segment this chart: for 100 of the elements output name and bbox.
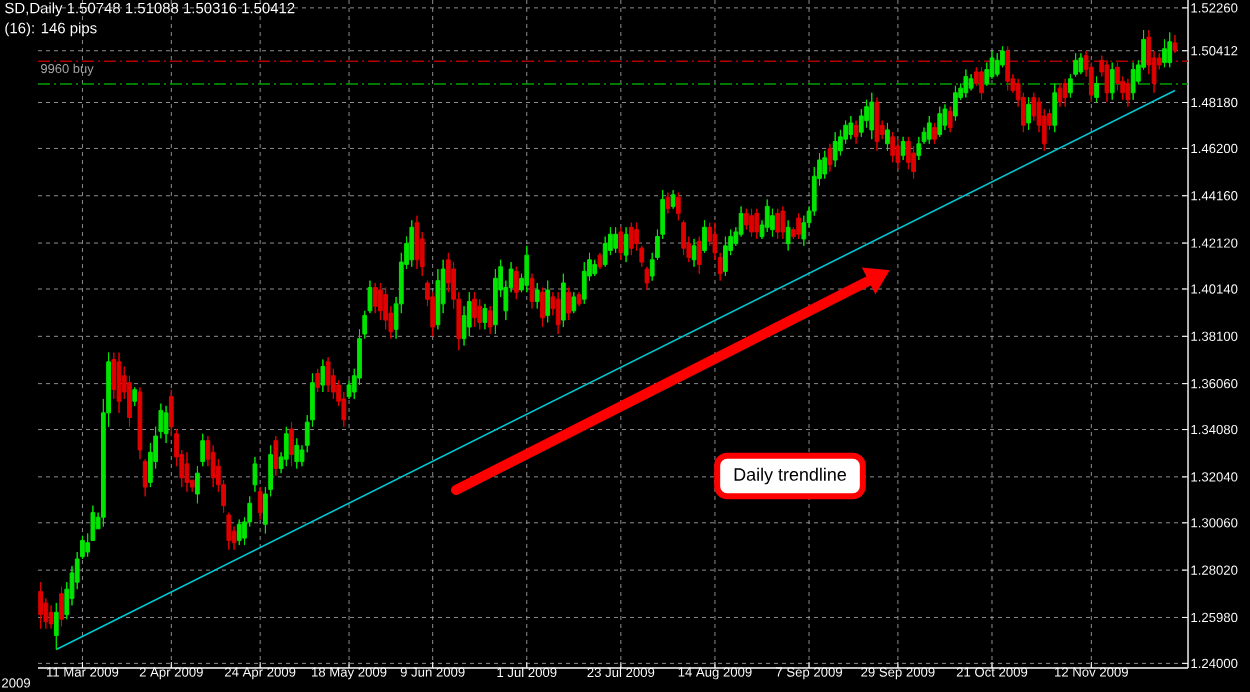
candlestick bbox=[576, 291, 582, 307]
candlestick bbox=[994, 52, 1000, 78]
candlestick bbox=[315, 368, 321, 393]
candlestick bbox=[493, 268, 498, 335]
candlestick bbox=[524, 245, 530, 293]
candlestick bbox=[874, 96, 880, 152]
candlestick bbox=[858, 108, 864, 138]
candlestick bbox=[378, 282, 383, 321]
candlestick bbox=[1005, 45, 1011, 91]
candlestick bbox=[911, 145, 916, 180]
candlestick bbox=[989, 50, 995, 80]
candlestick bbox=[613, 226, 619, 254]
candlestick bbox=[681, 219, 686, 256]
candlestick bbox=[926, 115, 932, 145]
candlestick bbox=[723, 236, 728, 277]
candlestick bbox=[953, 85, 958, 122]
candlestick bbox=[895, 138, 901, 170]
candlestick bbox=[48, 604, 54, 630]
candlestick bbox=[409, 219, 415, 268]
candlestick bbox=[53, 602, 59, 650]
candlestick bbox=[289, 421, 294, 467]
candlestick bbox=[566, 287, 571, 321]
annotation: Daily trendline bbox=[734, 467, 846, 485]
candlestick bbox=[581, 261, 587, 305]
candlestick bbox=[775, 208, 781, 240]
candlestick bbox=[848, 115, 854, 140]
candlestick bbox=[59, 586, 64, 627]
candlestick bbox=[968, 73, 974, 91]
candlestick bbox=[916, 136, 922, 161]
candlestick bbox=[1094, 76, 1099, 103]
candlestick bbox=[137, 386, 143, 460]
candlestick bbox=[294, 437, 300, 470]
candlestick bbox=[963, 69, 969, 98]
candlestick bbox=[623, 226, 629, 263]
candlestick bbox=[885, 122, 890, 152]
candlestick bbox=[853, 120, 859, 145]
candlestick bbox=[372, 282, 378, 314]
candlestick bbox=[534, 282, 540, 309]
candlestick bbox=[670, 189, 676, 210]
candlestick bbox=[1078, 52, 1084, 75]
candlestick bbox=[780, 205, 786, 240]
candlestick bbox=[195, 465, 200, 504]
candlestick bbox=[226, 512, 232, 551]
candlestick bbox=[1026, 96, 1031, 131]
candlestick bbox=[545, 280, 551, 323]
candlestick bbox=[184, 451, 190, 493]
candlestick bbox=[696, 236, 702, 275]
candlestick bbox=[540, 287, 545, 328]
candlestick bbox=[900, 136, 906, 161]
candlestick bbox=[675, 192, 681, 221]
candlestick bbox=[560, 273, 566, 328]
candlestick bbox=[1057, 82, 1063, 108]
candlestick bbox=[1109, 62, 1115, 101]
candlestick bbox=[947, 106, 953, 133]
candlestick bbox=[1125, 78, 1131, 108]
candlestick bbox=[283, 426, 289, 467]
candlestick bbox=[367, 280, 373, 314]
candlestick bbox=[1130, 62, 1136, 101]
candlestick bbox=[482, 303, 488, 330]
candlestick bbox=[325, 356, 331, 393]
candlestick bbox=[764, 198, 770, 233]
candlestick bbox=[487, 305, 493, 335]
candlestick bbox=[477, 298, 483, 330]
candlestick bbox=[200, 433, 206, 467]
candlestick bbox=[1062, 78, 1068, 108]
candlestick bbox=[644, 266, 650, 291]
candlestick bbox=[796, 212, 801, 240]
candlestick bbox=[628, 222, 634, 256]
candlestick bbox=[618, 226, 624, 261]
candlestick bbox=[236, 519, 242, 546]
candlestick bbox=[1167, 31, 1173, 68]
candlestick bbox=[785, 219, 791, 251]
candlestick bbox=[513, 266, 519, 300]
candlestick bbox=[142, 458, 148, 497]
candlestick bbox=[273, 435, 279, 476]
candlestick bbox=[743, 208, 749, 231]
candlestick bbox=[832, 131, 838, 168]
candlestick bbox=[937, 106, 943, 138]
candlestick bbox=[754, 208, 760, 240]
candlestick bbox=[320, 359, 326, 393]
candlestick bbox=[571, 291, 577, 314]
candlestick bbox=[592, 259, 598, 277]
candlestick bbox=[414, 215, 420, 270]
candlestick bbox=[1162, 38, 1167, 68]
candlestick bbox=[257, 486, 263, 521]
candlestick bbox=[869, 92, 875, 140]
candlestick bbox=[116, 352, 122, 414]
candlestick bbox=[890, 131, 896, 163]
candlestick bbox=[252, 456, 258, 493]
candlestick bbox=[738, 205, 744, 238]
candlestick bbox=[665, 192, 671, 214]
candlestick bbox=[472, 291, 477, 328]
candlestick bbox=[979, 66, 984, 101]
candlestick bbox=[38, 581, 43, 630]
candlestick bbox=[1104, 59, 1110, 103]
candlestick bbox=[702, 219, 707, 254]
candlestick bbox=[555, 291, 561, 335]
candlestick bbox=[163, 405, 169, 444]
candlestick bbox=[749, 208, 754, 238]
candlestick bbox=[932, 122, 937, 145]
